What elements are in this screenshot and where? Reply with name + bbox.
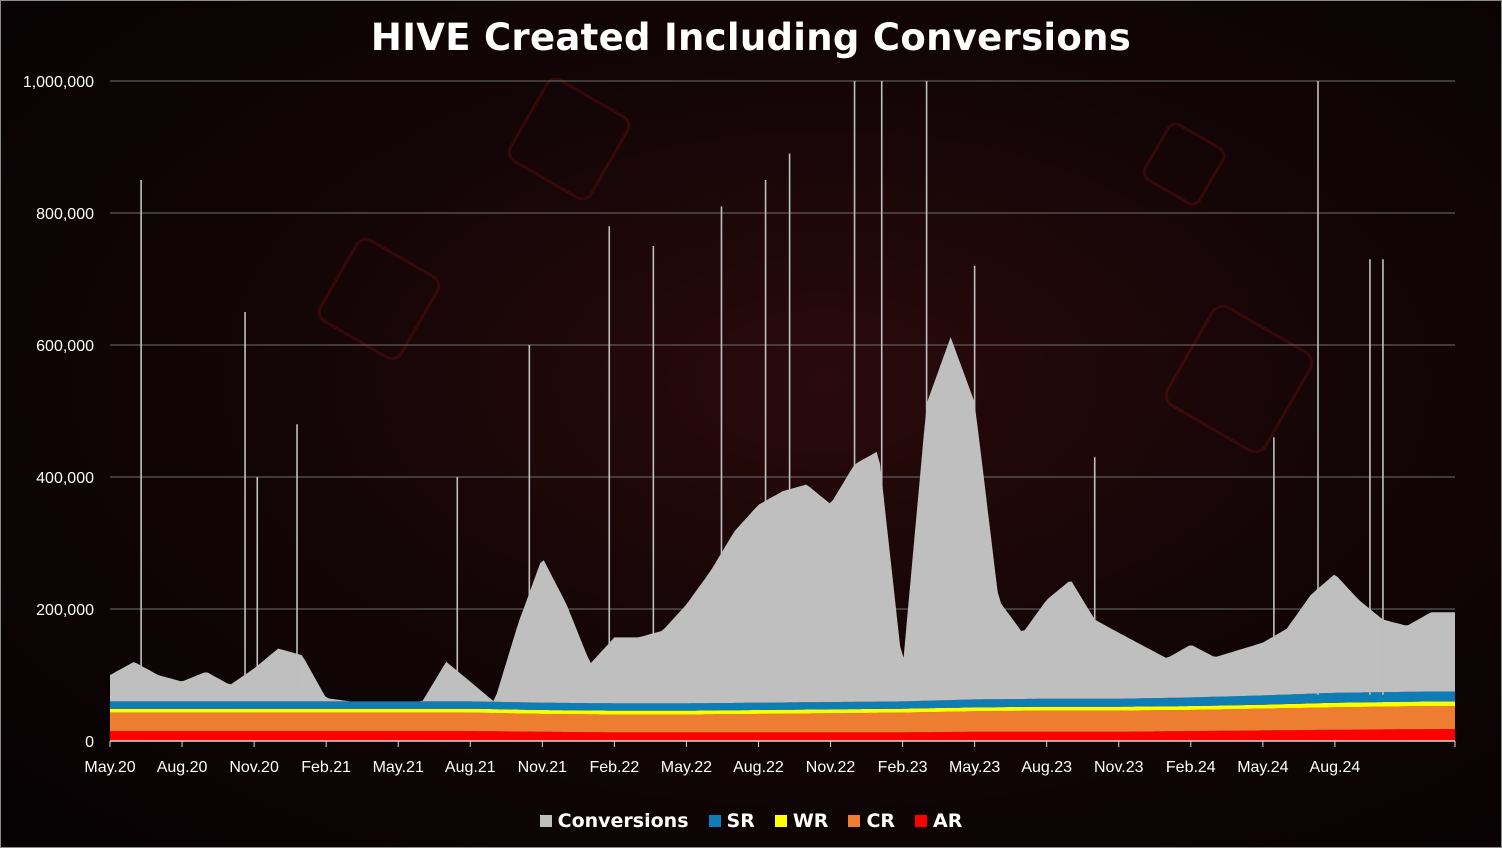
area-wr [110,701,1455,715]
legend-item-conversions: Conversions [539,810,689,832]
y-tick-label: 400,000 [36,470,94,487]
y-tick-label: 0 [85,734,94,751]
x-tick-label: Feb.22 [589,759,639,776]
x-tick-label: May.24 [1237,759,1288,776]
x-tick-label: Nov.21 [518,759,568,776]
x-tick-label: May.21 [373,759,424,776]
axes: 0 200,000 400,000 600,000 800,000 1,000,000 Ma… [23,74,1456,776]
x-tick-label: Feb.21 [301,759,351,776]
x-tick-label: Aug.23 [1021,759,1072,776]
chart-legend: Conversions SR WR CR AR [0,810,1502,832]
conversion-spikes [140,81,1384,695]
legend-label: CR [866,810,896,832]
legend-item-cr: CR [848,810,895,832]
x-tick-label: May.22 [661,759,712,776]
x-tick-label: Aug.24 [1310,759,1361,776]
legend-swatch [848,815,861,827]
x-tick-label: May.23 [949,759,1000,776]
x-tick-label: May.20 [84,759,135,776]
x-tick-label: Feb.23 [878,759,928,776]
x-tick-label: Aug.21 [445,759,496,776]
y-tick-label: 1,000,000 [23,74,94,91]
legend-swatch [915,815,928,827]
legend-swatch [708,815,721,827]
x-tick-label: Aug.20 [157,759,208,776]
legend-label: Conversions [557,810,689,832]
y-tick-label: 200,000 [36,602,94,619]
x-tick-label: Nov.20 [229,759,279,776]
area-conversions [110,337,1455,704]
chart-title: HIVE Created Including Conversions [370,16,1132,59]
legend-item-ar: AR [915,810,962,832]
legend-label: SR [726,810,755,832]
y-tick-label: 600,000 [36,338,94,355]
x-tick-label: Nov.23 [1094,759,1144,776]
x-tick-label: Nov.22 [806,759,856,776]
legend-label: AR [933,810,963,832]
legend-item-wr: WR [774,810,829,832]
legend-label: WR [792,810,829,832]
x-tick-label: Feb.24 [1166,759,1216,776]
area-ar [110,729,1455,741]
stacked-areas [110,337,1455,741]
gridlines [110,80,1455,610]
legend-swatch [774,815,787,827]
legend-swatch [539,815,552,827]
area-sr [110,691,1455,711]
x-tick-label: Aug.22 [733,759,784,776]
y-tick-label: 800,000 [36,206,94,223]
legend-item-sr: SR [708,810,755,832]
